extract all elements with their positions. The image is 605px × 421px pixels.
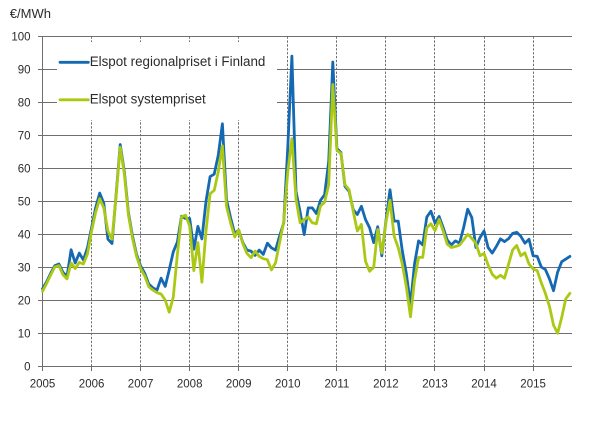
svg-text:2005: 2005 xyxy=(30,379,56,391)
svg-text:Elspot systempriset: Elspot systempriset xyxy=(90,91,206,106)
svg-text:2010: 2010 xyxy=(275,379,301,391)
svg-text:70: 70 xyxy=(18,131,31,143)
svg-text:2013: 2013 xyxy=(422,379,448,391)
svg-text:2012: 2012 xyxy=(373,379,399,391)
svg-text:2015: 2015 xyxy=(520,379,546,391)
svg-text:2014: 2014 xyxy=(471,379,497,391)
svg-text:30: 30 xyxy=(18,263,31,275)
svg-text:100: 100 xyxy=(11,32,30,44)
svg-text:80: 80 xyxy=(18,98,31,110)
svg-text:2011: 2011 xyxy=(325,379,350,391)
svg-text:90: 90 xyxy=(18,65,31,77)
svg-text:10: 10 xyxy=(18,329,31,341)
svg-text:0: 0 xyxy=(24,362,30,374)
svg-text:2006: 2006 xyxy=(79,379,105,391)
svg-text:40: 40 xyxy=(18,230,31,242)
svg-text:2009: 2009 xyxy=(226,379,252,391)
svg-text:50: 50 xyxy=(18,197,31,209)
svg-text:Elspot regionalpriset i Finlan: Elspot regionalpriset i Finland xyxy=(90,54,266,69)
svg-text:20: 20 xyxy=(18,296,31,308)
svg-text:60: 60 xyxy=(18,164,31,176)
svg-text:€/MWh: €/MWh xyxy=(10,6,51,21)
svg-text:2007: 2007 xyxy=(128,379,154,391)
svg-text:2008: 2008 xyxy=(177,379,203,391)
